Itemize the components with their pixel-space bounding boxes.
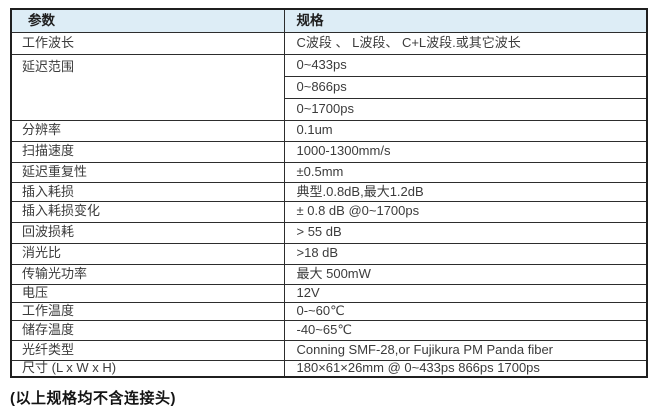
footnote-text: (以上规格均不含连接头) (10, 390, 176, 407)
spec-cell: 0.1um (283, 119, 648, 142)
table-row: 工作波长 C波段 、 L波段、 C+L波段.或其它波长 (10, 31, 648, 55)
table-row: 分辨率 0.1um (10, 119, 648, 142)
param-cell: 插入耗损 (10, 181, 285, 202)
spec-table: 参数 规格 工作波长 C波段 、 L波段、 C+L波段.或其它波长 延迟范围 0… (10, 8, 648, 379)
spec-cell: 典型.0.8dB,最大1.2dB (283, 181, 648, 202)
table-row: 传输光功率 最大 500mW (10, 263, 648, 285)
param-cell: 分辨率 (10, 119, 285, 142)
param-cell: 消光比 (10, 242, 285, 265)
spec-cell: 0-~60℃ (283, 301, 648, 321)
spec-cell: -40~65℃ (283, 319, 648, 341)
param-cell: 工作温度 (10, 301, 285, 321)
column-header-spec: 规格 (283, 8, 648, 33)
spec-cell: 12V (283, 283, 648, 303)
spec-cell: Conning SMF-28,or Fujikura PM Panda fibe… (283, 339, 648, 361)
spec-cell: 最大 500mW (283, 263, 648, 285)
table-row: 电压 12V (10, 283, 648, 303)
spec-cell: 0~433ps (283, 53, 648, 77)
table-row: 工作温度 0-~60℃ (10, 301, 648, 321)
table-row: 回波损耗 > 55 dB (10, 221, 648, 244)
table-row: 储存温度 -40~65℃ (10, 319, 648, 341)
spec-cell: ±0.5mm (283, 161, 648, 183)
table-header-row: 参数 规格 (10, 8, 648, 33)
param-cell: 储存温度 (10, 319, 285, 341)
spec-cell: 0~866ps (283, 75, 648, 99)
spec-cell: > 55 dB (283, 221, 648, 244)
param-cell: 工作波长 (10, 31, 285, 55)
param-cell: 传输光功率 (10, 263, 285, 285)
table-row: 延迟重复性 ±0.5mm (10, 161, 648, 183)
param-cell-rowspan: 延迟范围 (10, 53, 285, 121)
table-row: 插入耗损 典型.0.8dB,最大1.2dB (10, 181, 648, 202)
spec-cell: 0~1700ps (283, 97, 648, 121)
table-row: 尺寸 (L x W x H) 180×61×26mm @ 0~433ps 866… (10, 359, 648, 378)
table-row: 消光比 >18 dB (10, 242, 648, 265)
param-cell: 插入耗损变化 (10, 200, 285, 223)
table-row: 插入耗损变化 ± 0.8 dB @0~1700ps (10, 200, 648, 223)
param-cell: 回波损耗 (10, 221, 285, 244)
table-row: 扫描速度 1000-1300mm/s (10, 140, 648, 163)
param-cell: 尺寸 (L x W x H) (10, 359, 285, 378)
spec-cell: ± 0.8 dB @0~1700ps (283, 200, 648, 223)
param-cell: 光纤类型 (10, 339, 285, 361)
spec-cell: 1000-1300mm/s (283, 140, 648, 163)
param-cell: 扫描速度 (10, 140, 285, 163)
spec-cell: >18 dB (283, 242, 648, 265)
param-cell: 延迟重复性 (10, 161, 285, 183)
column-header-param: 参数 (10, 8, 285, 33)
table-row: 延迟范围 0~433ps (10, 53, 648, 121)
spec-cell: 180×61×26mm @ 0~433ps 866ps 1700ps (283, 359, 648, 378)
table-row: 光纤类型 Conning SMF-28,or Fujikura PM Panda… (10, 339, 648, 361)
param-cell: 电压 (10, 283, 285, 303)
spec-cell: C波段 、 L波段、 C+L波段.或其它波长 (283, 31, 648, 55)
